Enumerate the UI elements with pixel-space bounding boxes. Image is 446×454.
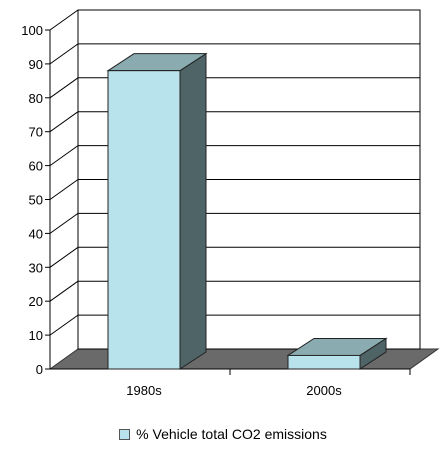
- y-tick-label: 20: [29, 294, 43, 309]
- gridline-diagonal: [49, 145, 79, 167]
- legend-label: % Vehicle total CO2 emissions: [136, 426, 327, 442]
- y-tick-label: 0: [36, 362, 43, 377]
- legend-swatch: [119, 428, 131, 440]
- y-tick-label: 90: [29, 57, 43, 72]
- y-tick-label: 80: [29, 91, 43, 106]
- y-tick-label: 30: [29, 260, 43, 275]
- y-tick-label: 100: [21, 23, 43, 38]
- bar: [107, 70, 181, 370]
- y-tick-label: 70: [29, 125, 43, 140]
- gridline-diagonal: [49, 111, 79, 133]
- gridline-diagonal: [49, 9, 79, 31]
- legend: % Vehicle total CO2 emissions: [0, 426, 446, 442]
- bar-side: [179, 52, 207, 370]
- x-tick-label: 2000s: [306, 383, 342, 398]
- gridline-diagonal: [49, 43, 79, 65]
- gridline-diagonal: [49, 179, 79, 200]
- gridline-diagonal: [49, 246, 79, 268]
- bar: [287, 354, 361, 370]
- gridline-diagonal: [49, 77, 79, 99]
- y-tick-label: 50: [29, 193, 43, 208]
- gridline-diagonal: [49, 212, 79, 234]
- x-tick-label: 1980s: [126, 383, 162, 398]
- y-tick-label: 10: [29, 328, 43, 343]
- y-tick-label: 40: [29, 226, 43, 241]
- bar-chart: 0 10 20 30 40 50 60 70 80 90 100 1980s 2000s: [21, 9, 440, 398]
- gridline-diagonal: [49, 314, 79, 336]
- gridline-diagonal: [49, 280, 79, 302]
- y-tick-label: 60: [29, 159, 43, 174]
